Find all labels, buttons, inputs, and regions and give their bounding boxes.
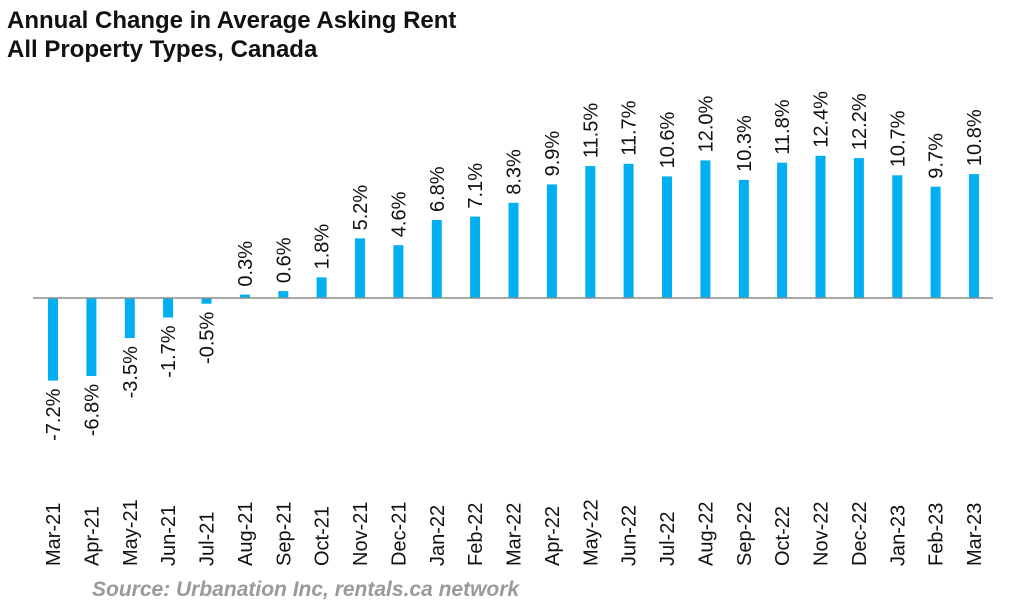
- data-label: 12.2%: [849, 93, 871, 150]
- data-label: 12.4%: [811, 91, 833, 148]
- x-tick-label: Sep-22: [734, 502, 756, 567]
- data-label: 0.3%: [235, 241, 257, 287]
- bar: [623, 163, 634, 298]
- data-label: 8.3%: [504, 149, 526, 195]
- bar: [815, 155, 826, 298]
- x-tick-label: Apr-21: [81, 506, 103, 566]
- data-label: 5.2%: [350, 185, 372, 231]
- bar: [700, 160, 711, 298]
- data-label: 9.9%: [542, 131, 564, 177]
- data-label: 10.6%: [657, 111, 679, 168]
- data-label: -7.2%: [43, 388, 65, 440]
- data-label: -0.5%: [197, 311, 219, 363]
- bar: [239, 294, 250, 298]
- x-tick-label: Mar-21: [43, 503, 65, 566]
- x-tick-label: Jun-22: [619, 505, 641, 566]
- x-tick-label: Sep-21: [273, 502, 295, 567]
- data-label: -3.5%: [120, 346, 142, 398]
- x-tick-label: Jan-23: [887, 505, 909, 566]
- data-label: 12.0%: [695, 95, 717, 152]
- bar: [201, 298, 212, 304]
- bar: [892, 175, 903, 298]
- data-label: 10.3%: [734, 115, 756, 172]
- x-tick-label: May-22: [580, 499, 602, 566]
- bar: [969, 174, 979, 298]
- x-tick-label: Oct-22: [772, 506, 794, 566]
- bar: [163, 298, 174, 318]
- bar: [662, 176, 672, 298]
- bar: [278, 291, 289, 298]
- bar: [124, 298, 135, 339]
- x-tick-label: Nov-21: [350, 502, 372, 566]
- x-tick-label: Aug-21: [235, 502, 257, 567]
- bar: [738, 179, 749, 298]
- data-label: 9.7%: [926, 133, 948, 179]
- data-label: 10.7%: [887, 110, 909, 167]
- bar: [546, 184, 557, 298]
- bar: [316, 277, 327, 298]
- data-label: 11.7%: [619, 100, 641, 155]
- data-label: -6.8%: [81, 384, 103, 436]
- bar: [853, 158, 864, 298]
- x-tick-label: May-21: [120, 499, 142, 566]
- x-tick-label: Feb-22: [465, 503, 487, 566]
- bar: [470, 216, 481, 298]
- x-tick-label: Feb-23: [926, 503, 948, 566]
- x-tick-label: Dec-22: [849, 502, 871, 566]
- x-tick-label: Aug-22: [695, 502, 717, 567]
- bar: [585, 166, 596, 298]
- data-label: 10.8%: [964, 109, 986, 166]
- data-label: 0.6%: [273, 237, 295, 283]
- x-tick-label: Mar-22: [504, 503, 526, 566]
- bar: [930, 186, 941, 298]
- bar: [431, 220, 442, 298]
- x-tick-label: Nov-22: [811, 502, 833, 566]
- data-label: 7.1%: [465, 163, 487, 209]
- data-label: 6.8%: [427, 166, 449, 212]
- x-tick-label: Mar-23: [964, 503, 986, 566]
- data-label: 4.6%: [388, 191, 410, 237]
- bar: [355, 238, 365, 298]
- bar: [86, 298, 97, 376]
- data-label: -1.7%: [158, 325, 180, 377]
- x-tick-label: Jul-21: [197, 512, 219, 566]
- x-tick-label: Dec-21: [388, 502, 410, 566]
- bar: [777, 162, 788, 298]
- chart-title: Annual Change in Average Asking Rent: [7, 7, 457, 34]
- data-label: 11.8%: [772, 99, 794, 154]
- bar: [508, 202, 519, 298]
- x-tick-label: Jan-22: [427, 505, 449, 566]
- x-tick-label: Jul-22: [657, 512, 679, 566]
- data-label: 11.5%: [580, 103, 602, 158]
- bar: [393, 245, 404, 298]
- chart-subtitle: All Property Types, Canada: [7, 36, 318, 63]
- data-label: 1.8%: [312, 224, 334, 270]
- x-tick-label: Jun-21: [158, 505, 180, 566]
- x-tick-label: Apr-22: [542, 506, 564, 566]
- chart-title-block: Annual Change in Average Asking Rent All…: [7, 6, 456, 64]
- bar: [48, 298, 58, 381]
- x-tick-label: Oct-21: [312, 506, 334, 566]
- source-note: Source: Urbanation Inc, rentals.ca netwo…: [92, 578, 520, 601]
